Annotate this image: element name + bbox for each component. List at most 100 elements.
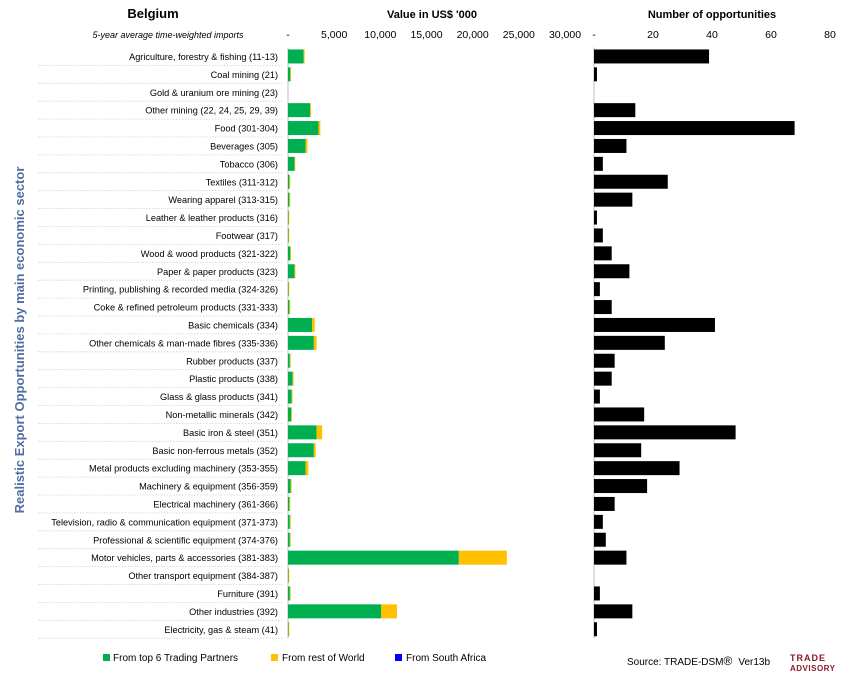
value-tick-label: 20,000 — [457, 29, 489, 41]
value-bar-top6 — [288, 425, 317, 440]
value-bar-top6 — [288, 443, 314, 458]
value-bar-top6 — [288, 264, 295, 279]
count-bar — [594, 622, 597, 637]
value-bar-rest — [316, 425, 323, 440]
source-label: Source: TRADE-DSM® Ver13b — [627, 654, 770, 668]
value-bar-rest — [289, 514, 291, 529]
value-bar-rest — [289, 192, 291, 207]
category-label: Electricity, gas & steam (41) — [164, 625, 278, 635]
category-label: Basic iron & steel (351) — [183, 428, 278, 438]
category-label: Basic chemicals (334) — [188, 320, 278, 330]
count-bar — [594, 335, 665, 350]
category-label: Textiles (311-312) — [206, 177, 278, 187]
value-bar-rest — [288, 210, 290, 225]
value-bar-top6 — [288, 479, 291, 494]
value-bar-top6 — [288, 282, 289, 297]
count-tick-label: 40 — [706, 29, 718, 41]
value-bar-rest — [289, 300, 291, 315]
value-bar-top6 — [288, 568, 289, 583]
logo-advisory: ADVISORY — [790, 664, 836, 673]
count-bar — [594, 443, 642, 458]
count-bar — [594, 461, 680, 476]
count-bar — [594, 103, 636, 118]
count-bar — [594, 192, 633, 207]
value-tick-label: - — [286, 29, 290, 41]
value-bar-rest — [310, 103, 312, 118]
value-bar-rest — [290, 246, 292, 261]
legend-swatch-rest — [271, 654, 278, 661]
value-bar-rest — [288, 622, 290, 637]
value-bar-top6 — [288, 300, 290, 315]
value-bar-rest — [289, 586, 291, 601]
value-bar-rest — [291, 407, 293, 422]
value-bar-top6 — [288, 550, 459, 565]
value-bar-rest — [288, 282, 290, 297]
count-tick-label: 80 — [824, 29, 836, 41]
value-bar-top6 — [288, 335, 314, 350]
value-bar-top6 — [288, 121, 319, 136]
count-tick-label: 60 — [765, 29, 777, 41]
value-bar-rest — [289, 532, 291, 547]
category-label: Motor vehicles, parts & accessories (381… — [91, 553, 278, 563]
value-bar-top6 — [288, 586, 290, 601]
value-bar-top6 — [288, 532, 290, 547]
count-bar — [594, 138, 627, 153]
value-bar-rest — [313, 443, 316, 458]
value-bar-rest — [305, 461, 309, 476]
value-tick-label: 10,000 — [364, 29, 396, 41]
chart-marks: -5,000 10,000 15,000 20,000 25,000 30,000-20 4… — [38, 29, 836, 639]
legend-swatch-sa — [395, 654, 402, 661]
value-bar-top6 — [288, 461, 306, 476]
category-label: Plastic products (338) — [189, 374, 278, 384]
value-tick-label: 5,000 — [321, 29, 347, 41]
category-label: Other transport equipment (384-387) — [128, 571, 278, 581]
category-label: Other chemicals & man-made fibres (335-3… — [89, 338, 278, 348]
value-bar-rest — [313, 335, 317, 350]
count-bar — [594, 532, 606, 547]
version-text: Ver13b — [738, 657, 770, 668]
category-label: Coal mining (21) — [211, 70, 278, 80]
count-bar — [594, 425, 736, 440]
value-bar-rest — [289, 353, 291, 368]
category-label: Paper & paper products (323) — [157, 267, 278, 277]
category-label: Printing, publishing & recorded media (3… — [83, 285, 278, 295]
legend-label-sa: From South Africa — [406, 653, 486, 664]
value-bar-rest — [312, 317, 315, 332]
count-bar — [594, 174, 668, 189]
category-label: Wearing apparel (313-315) — [168, 195, 278, 205]
value-bar-rest — [294, 156, 296, 171]
category-label: Wood & wood products (321-322) — [141, 249, 278, 259]
value-bar-top6 — [288, 138, 306, 153]
count-bar — [594, 586, 600, 601]
value-bar-top6 — [288, 174, 290, 189]
value-bar-top6 — [288, 514, 290, 529]
value-bar-rest — [305, 138, 308, 153]
count-tick-label: - — [592, 29, 596, 41]
count-bar — [594, 353, 615, 368]
category-label: Metal products excluding machinery (353-… — [89, 464, 278, 474]
count-chart-title: Number of opportunities — [648, 9, 776, 21]
subtitle: 5-year average time-weighted imports — [92, 30, 244, 40]
value-bar-rest — [288, 228, 290, 243]
count-bar — [594, 300, 612, 315]
count-bar — [594, 210, 597, 225]
value-bar-top6 — [288, 407, 292, 422]
count-bar — [594, 121, 795, 136]
count-bar — [594, 246, 612, 261]
legend-swatch-top6 — [103, 654, 110, 661]
category-label: Other mining (22, 24, 25, 29, 39) — [145, 106, 278, 116]
value-bar-top6 — [288, 228, 289, 243]
count-bar — [594, 550, 627, 565]
category-label: Leather & leather products (316) — [146, 213, 278, 223]
count-tick-label: 20 — [647, 29, 659, 41]
count-bar — [594, 317, 715, 332]
category-label: Non-metallic minerals (342) — [166, 410, 278, 420]
count-bar — [594, 496, 615, 511]
category-label: Beverages (305) — [210, 141, 278, 151]
country-label: Belgium — [127, 6, 178, 21]
value-bar-top6 — [288, 496, 290, 511]
count-bar — [594, 604, 633, 619]
legend-label-top6: From top 6 Trading Partners — [113, 653, 238, 664]
value-bar-top6 — [288, 49, 304, 64]
value-bar-top6 — [288, 246, 291, 261]
